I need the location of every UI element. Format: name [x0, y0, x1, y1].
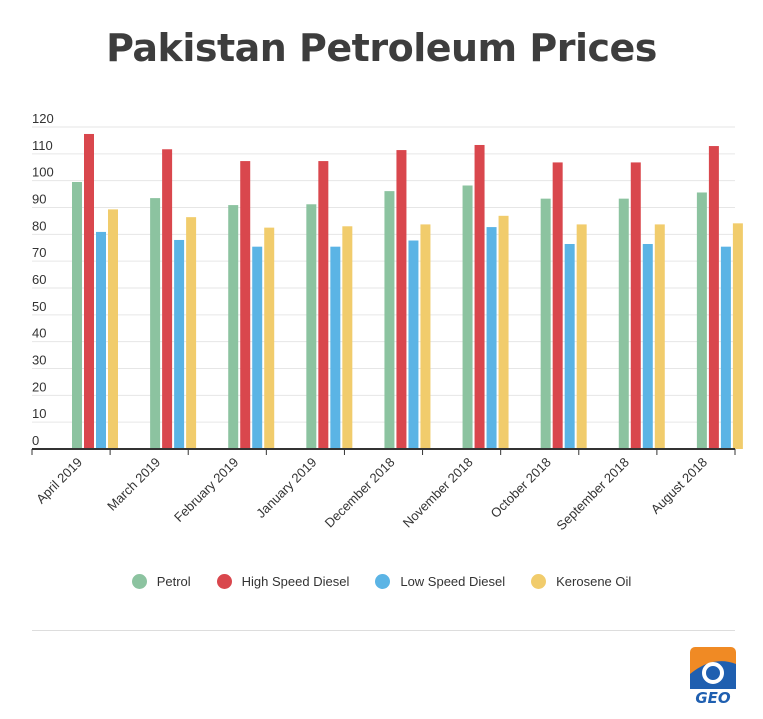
legend-swatch — [216, 574, 232, 589]
geo-logo: GEO — [690, 647, 736, 705]
y-tick-label: 100 — [32, 165, 54, 180]
bar — [474, 144, 485, 449]
bar — [720, 246, 731, 449]
x-axis-ticks: April 2019 March 2019 February 2019 January… — [33, 455, 710, 534]
bar — [732, 223, 743, 449]
bar — [396, 150, 407, 449]
bar — [564, 243, 575, 449]
chart-bars — [72, 133, 743, 450]
bar — [552, 162, 563, 450]
legend-swatch — [131, 574, 147, 589]
y-tick-label: 70 — [32, 245, 46, 260]
bar — [162, 149, 173, 449]
bar — [306, 204, 317, 449]
y-tick-label: 90 — [32, 192, 46, 207]
bar — [408, 240, 419, 449]
y-tick-label: 20 — [32, 379, 46, 394]
bar — [228, 205, 239, 449]
bar — [540, 198, 551, 449]
bar — [240, 161, 251, 449]
legend-label: Kerosene Oil — [556, 574, 632, 589]
bar — [318, 161, 329, 449]
bar — [498, 215, 509, 449]
chart-legend: Petrol High Speed Diesel Low Speed Diesel K… — [0, 574, 763, 589]
bar — [342, 226, 353, 449]
legend-label: High Speed Diesel — [241, 574, 350, 589]
legend-label: Low Speed Diesel — [400, 574, 506, 589]
y-tick-label: 40 — [32, 326, 46, 341]
bar — [84, 133, 94, 449]
bar — [150, 198, 161, 449]
footer-divider — [32, 630, 735, 631]
y-tick-label: 0 — [32, 433, 39, 448]
x-tick-label: October 2018 — [488, 455, 554, 521]
legend-label: Petrol — [156, 574, 191, 589]
bar — [72, 182, 82, 449]
x-tick-label: January 2019 — [253, 455, 319, 521]
bar — [630, 162, 641, 450]
legend-item: Kerosene Oil — [531, 574, 631, 589]
bar — [330, 246, 341, 449]
bar — [252, 246, 263, 449]
bar — [96, 231, 106, 449]
y-tick-label: 110 — [32, 138, 53, 153]
legend-item: Low Speed Diesel — [375, 574, 505, 589]
bar — [642, 243, 653, 449]
x-axis — [31, 448, 736, 455]
bar — [174, 239, 185, 449]
bar — [696, 192, 707, 449]
bar — [108, 209, 118, 449]
chart-grid — [32, 126, 735, 423]
x-tick-label: November 2018 — [400, 455, 476, 531]
legend-swatch — [531, 574, 547, 589]
legend-item: Petrol — [131, 574, 191, 589]
bar — [384, 191, 395, 450]
x-tick-label: April 2019 — [33, 455, 85, 507]
y-tick-label: 80 — [32, 218, 46, 233]
bar — [576, 224, 587, 449]
x-tick-label: December 2018 — [322, 455, 398, 531]
y-tick-label: 60 — [32, 272, 46, 287]
bar — [462, 185, 473, 449]
y-tick-label: 120 — [32, 111, 54, 126]
bar — [264, 227, 275, 449]
page-title: Pakistan Petroleum Prices — [106, 26, 657, 70]
legend-swatch — [375, 574, 391, 589]
bar — [654, 224, 665, 449]
logo-text: GEO — [695, 689, 731, 705]
y-tick-label: 50 — [32, 299, 46, 314]
y-tick-label: 10 — [32, 406, 46, 421]
bar — [420, 224, 431, 449]
bar — [186, 217, 197, 449]
x-tick-label: September 2018 — [553, 455, 632, 534]
x-tick-label: February 2019 — [171, 455, 241, 525]
y-axis-ticks: 0 10 20 30 40 50 60 70 80 90 100 110 120 — [32, 111, 54, 448]
bar — [708, 146, 719, 449]
bar — [618, 198, 629, 449]
y-tick-label: 30 — [32, 353, 46, 368]
x-tick-label: August 2018 — [648, 455, 710, 517]
bar-chart: 0 10 20 30 40 50 60 70 80 90 100 110 120 April 2019 M… — [31, 111, 743, 534]
x-tick-label: March 2019 — [104, 455, 163, 514]
legend-item: High Speed Diesel — [216, 574, 350, 589]
bar — [486, 227, 497, 449]
